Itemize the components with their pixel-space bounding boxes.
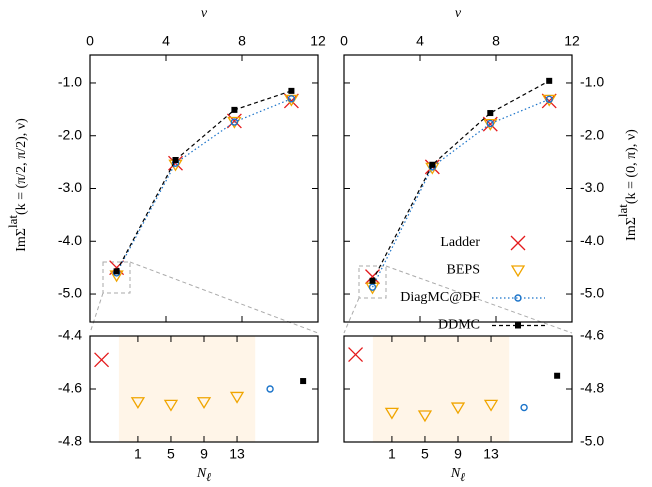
x-tick-label: 1 — [388, 446, 396, 462]
marker-square — [369, 277, 376, 284]
zoom-line — [343, 297, 360, 334]
x-axis-label-main: N — [196, 466, 207, 481]
marker-triangle — [384, 407, 400, 420]
legend-label: DiagMC@DF — [400, 290, 480, 305]
y-tick-label: -3.0 — [58, 179, 82, 195]
x-axis-label: Nℓ — [196, 466, 211, 484]
x-tick-label: 9 — [200, 446, 208, 462]
y-tick-label: -5.0 — [58, 285, 82, 301]
marker-triangle — [196, 397, 212, 410]
y-axis-label: ImΣlat(k = (0, π), ν) — [615, 129, 639, 241]
marker-circle — [486, 119, 494, 128]
zoom-line — [129, 261, 319, 334]
x-tick-label: 5 — [421, 446, 429, 462]
marker-square — [231, 106, 238, 113]
marker-triangle — [450, 402, 466, 415]
legend-marker — [514, 294, 522, 302]
marker-square — [554, 372, 561, 379]
y-tick-label: -4.6 — [58, 380, 82, 396]
x-tick-label: 4 — [416, 33, 424, 49]
y-axis-label: ImΣlat(k = (π/2, π/2), ν) — [5, 118, 29, 252]
marker-cross — [226, 113, 242, 129]
legend-label: DDMC — [438, 318, 480, 333]
x-axis-label-sub: ℓ — [460, 470, 465, 484]
series-line — [116, 90, 292, 272]
legend-marker — [515, 322, 521, 329]
x-tick-label: 9 — [454, 446, 462, 462]
marker-circle — [266, 385, 274, 393]
series-line — [371, 98, 550, 288]
x-tick-label: 5 — [167, 446, 175, 462]
y-tick-label: -2.0 — [580, 126, 604, 142]
legend-label: Ladder — [440, 235, 480, 250]
marker-cross — [283, 93, 299, 109]
marker-square — [300, 378, 307, 385]
legend-marker — [510, 265, 526, 278]
legend-label: BEPS — [447, 263, 480, 278]
marker-triangle — [483, 399, 499, 412]
x-tick-label: 1 — [134, 446, 142, 462]
marker-cross — [348, 347, 364, 363]
x-axis-label: Nℓ — [450, 466, 465, 484]
x-axis-label: ν — [455, 6, 462, 21]
marker-circle — [545, 95, 553, 104]
y-axis-label-sup: lat — [5, 215, 20, 228]
marker-triangle — [229, 391, 245, 404]
highlight-region — [118, 336, 256, 442]
y-tick-label: -4.8 — [580, 380, 604, 396]
y-tick-label: -4.6 — [580, 327, 604, 343]
x-tick-label: 0 — [340, 33, 348, 49]
marker-square — [429, 161, 436, 168]
marker-circle — [520, 403, 528, 412]
x-axis-label-sub: ℓ — [206, 470, 211, 484]
marker-circle — [368, 283, 377, 291]
y-axis-label-rest: (k = (π/2, π/2), ν) — [14, 118, 29, 215]
y-axis-label-main: ImΣ — [14, 228, 29, 252]
x-tick-label: 13 — [483, 446, 499, 462]
marker-cross — [541, 93, 557, 109]
zoom-box — [102, 261, 131, 294]
zoom-box — [358, 265, 387, 299]
marker-square — [546, 77, 553, 84]
marker-triangle — [417, 410, 433, 423]
y-tick-label: -1.0 — [58, 74, 82, 90]
marker-circle — [230, 118, 239, 126]
marker-triangle — [163, 399, 179, 412]
y-axis-label-main: ImΣ — [624, 217, 639, 241]
y-axis-label-sup: lat — [615, 204, 630, 217]
y-axis-label-rest: (k = (0, π), ν) — [624, 129, 639, 204]
x-tick-label: 12 — [564, 33, 580, 49]
y-tick-label: -4.4 — [58, 327, 82, 343]
marker-square — [113, 268, 120, 275]
y-tick-label: -1.0 — [580, 74, 604, 90]
marker-cross — [94, 352, 110, 368]
y-tick-label: -4.8 — [58, 433, 82, 449]
x-tick-label: 12 — [310, 33, 326, 49]
marker-square — [172, 157, 179, 164]
marker-square — [288, 87, 295, 94]
y-tick-label: -2.0 — [58, 126, 82, 142]
y-tick-label: -5.0 — [580, 433, 604, 449]
y-tick-label: -4.0 — [58, 232, 82, 248]
y-tick-label: -4.0 — [580, 232, 604, 248]
marker-square — [487, 110, 494, 117]
highlight-region — [372, 336, 510, 442]
x-tick-label: 8 — [492, 33, 500, 49]
legend-marker — [510, 235, 526, 251]
x-tick-label: 8 — [238, 33, 246, 49]
x-axis-label-main: N — [450, 466, 461, 481]
marker-triangle — [130, 397, 146, 410]
zoom-line — [89, 292, 104, 334]
x-tick-label: 4 — [162, 33, 170, 49]
x-tick-label: 13 — [229, 446, 245, 462]
y-tick-label: -5.0 — [580, 285, 604, 301]
y-tick-label: -3.0 — [580, 179, 604, 195]
x-axis-label: ν — [201, 6, 208, 21]
series-line — [116, 98, 292, 274]
series-line — [371, 80, 550, 282]
x-tick-label: 0 — [86, 33, 94, 49]
plot-frame — [89, 54, 319, 323]
marker-circle — [287, 95, 296, 103]
